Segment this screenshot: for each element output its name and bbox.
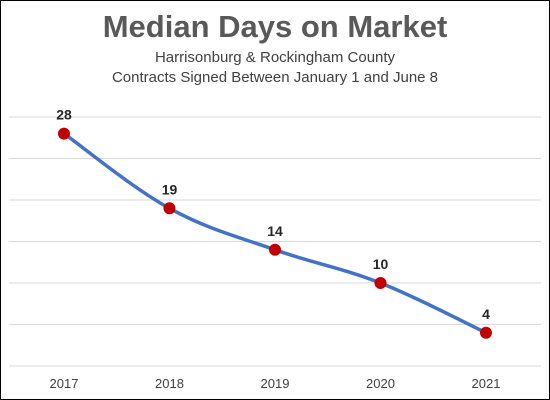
data-label: 14 — [267, 223, 283, 239]
data-label: 4 — [482, 306, 490, 322]
data-labels: 28 19 14 10 4 — [56, 107, 490, 322]
data-point — [374, 277, 387, 289]
chart-subtitle-line-2: Contracts Signed Between January 1 and J… — [111, 69, 439, 86]
data-label: 19 — [162, 181, 178, 197]
chart-subtitle-line-1: Harrisonburg & Rockingham County — [154, 49, 396, 66]
data-point — [269, 243, 281, 256]
data-point — [58, 127, 70, 140]
gridlines — [9, 116, 541, 367]
x-tick-label: 2019 — [261, 376, 290, 391]
data-point — [480, 326, 492, 339]
data-point — [163, 202, 176, 215]
x-tick-label: 2017 — [50, 376, 79, 391]
x-axis-ticks: 2017 2018 2019 2020 2021 — [50, 376, 501, 391]
chart-title: Median Days on Market — [102, 9, 448, 44]
data-label: 10 — [373, 256, 389, 272]
x-tick-label: 2020 — [366, 376, 395, 391]
x-tick-label: 2021 — [472, 376, 501, 391]
data-label: 28 — [56, 107, 72, 123]
x-tick-label: 2018 — [155, 376, 184, 391]
data-markers — [58, 127, 492, 339]
